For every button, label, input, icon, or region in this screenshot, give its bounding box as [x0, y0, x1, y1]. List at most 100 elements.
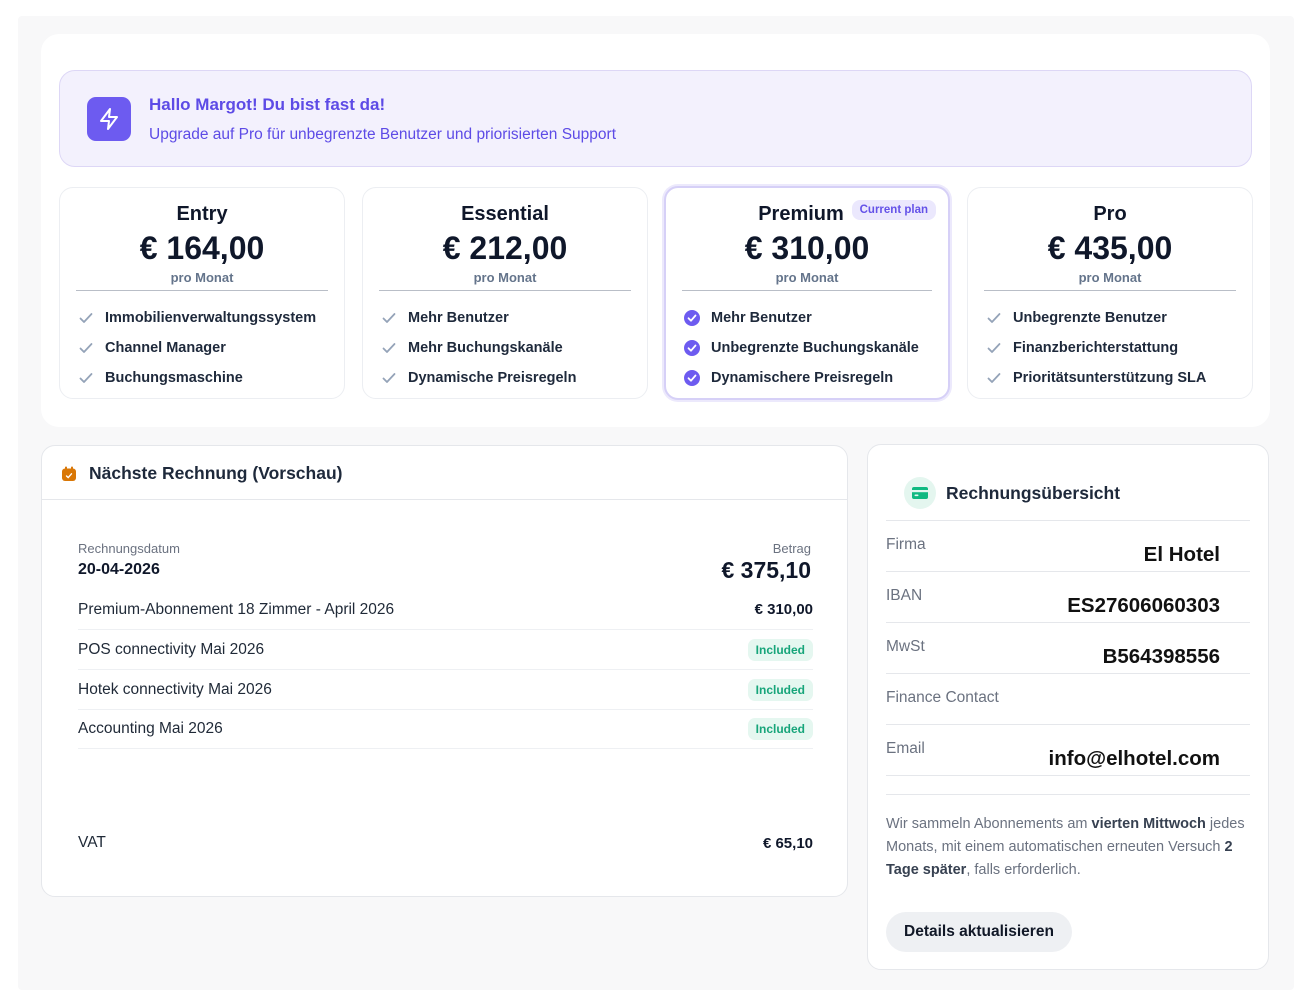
plan-price: € 212,00: [442, 230, 568, 266]
line-label: Hotek connectivity Mai 2026: [78, 680, 272, 698]
feature-label: Immobilienverwaltungssystem: [105, 310, 317, 326]
feature-list: Mehr Benutzer Mehr Buchungskanäle Dynami…: [381, 303, 576, 393]
row-label: MwSt: [886, 638, 925, 655]
plan-divider: [76, 290, 328, 291]
row-value: info@elhotel.com: [1048, 747, 1220, 770]
row-label: IBAN: [886, 587, 923, 604]
feature-item: Dynamischere Preisregeln: [684, 363, 919, 393]
divider: [886, 520, 1250, 521]
feature-item: Immobilienverwaltungssystem: [78, 303, 316, 333]
check-icon: [987, 313, 1001, 323]
current-plan-badge: Current plan: [851, 200, 936, 220]
feature-item: Mehr Benutzer: [684, 303, 919, 333]
check-icon: [79, 313, 93, 323]
invoice-line-item: Premium-Abonnement 18 Zimmer - April 202…: [78, 590, 813, 630]
summary-row-email: Email info@elhotel.com: [886, 725, 1250, 776]
billing-summary-card: Rechnungsübersicht Firma El Hotel IBAN E…: [867, 444, 1269, 970]
upgrade-banner: Hallo Margot! Du bist fast da! Upgrade a…: [59, 70, 1252, 167]
calendar-icon: [62, 466, 76, 481]
feature-item: Unbegrenzte Buchungskanäle: [684, 333, 919, 363]
feature-label: Mehr Benutzer: [408, 310, 509, 326]
summary-row-finance-contact: Finance Contact: [886, 674, 1250, 725]
feature-list: Unbegrenzte Benutzer Finanzberichterstat…: [986, 303, 1206, 393]
lightning-icon: [87, 97, 131, 141]
feature-item: Prioritätsunterstützung SLA: [986, 363, 1206, 393]
plan-name: Entry: [176, 203, 228, 225]
invoice-amount-label: Betrag: [772, 541, 811, 556]
plan-divider: [682, 290, 932, 291]
line-label: POS connectivity Mai 2026: [78, 640, 265, 658]
invoice-preview-card: Nächste Rechnung (Vorschau) Rechnungsdat…: [41, 445, 848, 897]
invoice-line-item: Accounting Mai 2026 Included: [78, 709, 813, 749]
line-label: Accounting Mai 2026: [78, 719, 223, 737]
feature-label: Unbegrenzte Buchungskanäle: [711, 340, 919, 356]
feature-item: Mehr Buchungskanäle: [381, 333, 576, 363]
credit-card-icon: [904, 477, 936, 509]
feature-item: Dynamische Preisregeln: [381, 363, 576, 393]
feature-label: Buchungsmaschine: [105, 370, 243, 386]
feature-item: Buchungsmaschine: [78, 363, 316, 393]
summary-row-vat: MwSt B564398556: [886, 623, 1250, 674]
row-value: B564398556: [1102, 645, 1220, 668]
plan-name: Premium: [758, 203, 844, 225]
row-value: ES27606060303: [1067, 594, 1220, 617]
summary-row-company: Firma El Hotel: [886, 521, 1250, 572]
feature-list: Immobilienverwaltungssystem Channel Mana…: [78, 303, 316, 393]
divider: [886, 794, 1250, 795]
check-icon: [79, 343, 93, 353]
feature-item: Channel Manager: [78, 333, 316, 363]
plan-price: € 435,00: [1047, 230, 1173, 266]
included-badge: Included: [747, 678, 813, 701]
plan-name: Essential: [461, 203, 549, 225]
plan-price: € 310,00: [744, 230, 870, 266]
feature-label: Dynamische Preisregeln: [408, 370, 577, 386]
check-circle-icon: [684, 340, 700, 356]
feature-label: Finanzberichterstattung: [1013, 340, 1179, 356]
row-label: Email: [886, 740, 925, 757]
vat-label: VAT: [78, 834, 106, 851]
plan-card-pro[interactable]: Pro € 435,00 pro Monat Unbegrenzte Benut…: [967, 187, 1253, 399]
plan-card-premium[interactable]: Premium Current plan € 310,00 pro Monat …: [664, 186, 950, 400]
plan-period: pro Monat: [775, 270, 839, 285]
feature-item: Unbegrenzte Benutzer: [986, 303, 1206, 333]
invoice-date-label: Rechnungsdatum: [78, 541, 180, 556]
plan-period: pro Monat: [473, 270, 537, 285]
row-value: El Hotel: [1143, 543, 1220, 566]
feature-item: Mehr Benutzer: [381, 303, 576, 333]
check-icon: [987, 343, 1001, 353]
row-label: Finance Contact: [886, 689, 999, 706]
invoice-line-item: Hotek connectivity Mai 2026 Included: [78, 670, 813, 710]
check-circle-icon: [684, 370, 700, 386]
plan-divider: [379, 290, 631, 291]
line-price: € 310,00: [754, 601, 813, 618]
summary-row-iban: IBAN ES27606060303: [886, 572, 1250, 623]
check-icon: [382, 343, 396, 353]
plan-card-essential[interactable]: Essential € 212,00 pro Monat Mehr Benutz…: [362, 187, 648, 399]
feature-label: Mehr Benutzer: [711, 310, 812, 326]
invoice-line-item: POS connectivity Mai 2026 Included: [78, 630, 813, 670]
vat-value: € 65,10: [762, 834, 813, 852]
invoice-title: Nächste Rechnung (Vorschau): [89, 463, 343, 483]
billing-note: Wir sammeln Abonnements am vierten Mittw…: [886, 816, 1245, 878]
check-icon: [987, 373, 1001, 383]
feature-list: Mehr Benutzer Unbegrenzte Buchungskanäle…: [684, 303, 919, 393]
feature-label: Mehr Buchungskanäle: [408, 340, 563, 356]
plan-period: pro Monat: [170, 270, 234, 285]
feature-label: Dynamischere Preisregeln: [711, 370, 894, 386]
check-circle-icon: [684, 310, 700, 326]
included-badge: Included: [747, 638, 813, 661]
summary-title: Rechnungsübersicht: [946, 483, 1121, 503]
plan-name: Pro: [1093, 203, 1127, 225]
feature-label: Prioritätsunterstützung SLA: [1013, 370, 1207, 386]
plan-price: € 164,00: [139, 230, 265, 266]
line-label: Premium-Abonnement 18 Zimmer - April 202…: [78, 600, 395, 618]
feature-label: Channel Manager: [105, 340, 226, 356]
feature-item: Finanzberichterstattung: [986, 333, 1206, 363]
plan-divider: [984, 290, 1236, 291]
plan-card-entry[interactable]: Entry € 164,00 pro Monat Immobilienverwa…: [59, 187, 345, 399]
check-icon: [382, 313, 396, 323]
update-details-button[interactable]: Details aktualisieren: [886, 912, 1072, 952]
included-badge: Included: [747, 717, 813, 740]
check-icon: [79, 373, 93, 383]
check-icon: [382, 373, 396, 383]
